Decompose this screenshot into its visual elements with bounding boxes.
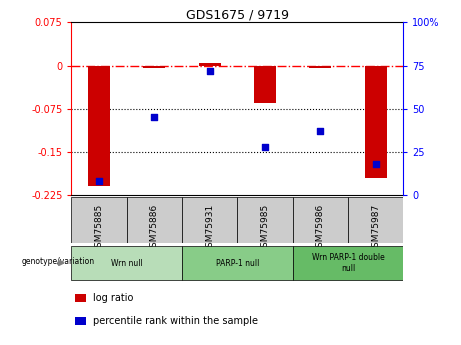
- Bar: [293, 246, 403, 280]
- Text: GSM75985: GSM75985: [260, 204, 270, 253]
- Bar: [365, 66, 387, 178]
- Bar: [143, 66, 165, 68]
- Bar: [75, 317, 86, 325]
- Point: [206, 68, 213, 73]
- Bar: [127, 197, 182, 243]
- Bar: [182, 197, 237, 243]
- Bar: [309, 66, 331, 68]
- Bar: [182, 246, 293, 280]
- Bar: [254, 66, 276, 103]
- Bar: [199, 63, 221, 66]
- Text: Wrn null: Wrn null: [111, 258, 142, 268]
- Point: [317, 128, 324, 134]
- Title: GDS1675 / 9719: GDS1675 / 9719: [186, 8, 289, 21]
- Point: [372, 161, 379, 167]
- Point: [95, 178, 103, 184]
- Text: PARP-1 null: PARP-1 null: [216, 258, 259, 268]
- Text: GSM75886: GSM75886: [150, 204, 159, 253]
- Bar: [348, 197, 403, 243]
- Text: log ratio: log ratio: [93, 293, 133, 303]
- Text: percentile rank within the sample: percentile rank within the sample: [93, 316, 258, 326]
- Text: genotype/variation: genotype/variation: [21, 257, 95, 266]
- Text: GSM75885: GSM75885: [95, 204, 104, 253]
- Bar: [237, 197, 293, 243]
- Bar: [75, 294, 86, 302]
- Text: GSM75931: GSM75931: [205, 204, 214, 253]
- Bar: [293, 197, 348, 243]
- Point: [151, 115, 158, 120]
- Point: [261, 144, 269, 149]
- Bar: [88, 66, 110, 186]
- Bar: [71, 197, 127, 243]
- Bar: [71, 246, 182, 280]
- Text: GSM75986: GSM75986: [316, 204, 325, 253]
- Text: GSM75987: GSM75987: [371, 204, 380, 253]
- Text: Wrn PARP-1 double
null: Wrn PARP-1 double null: [312, 253, 384, 273]
